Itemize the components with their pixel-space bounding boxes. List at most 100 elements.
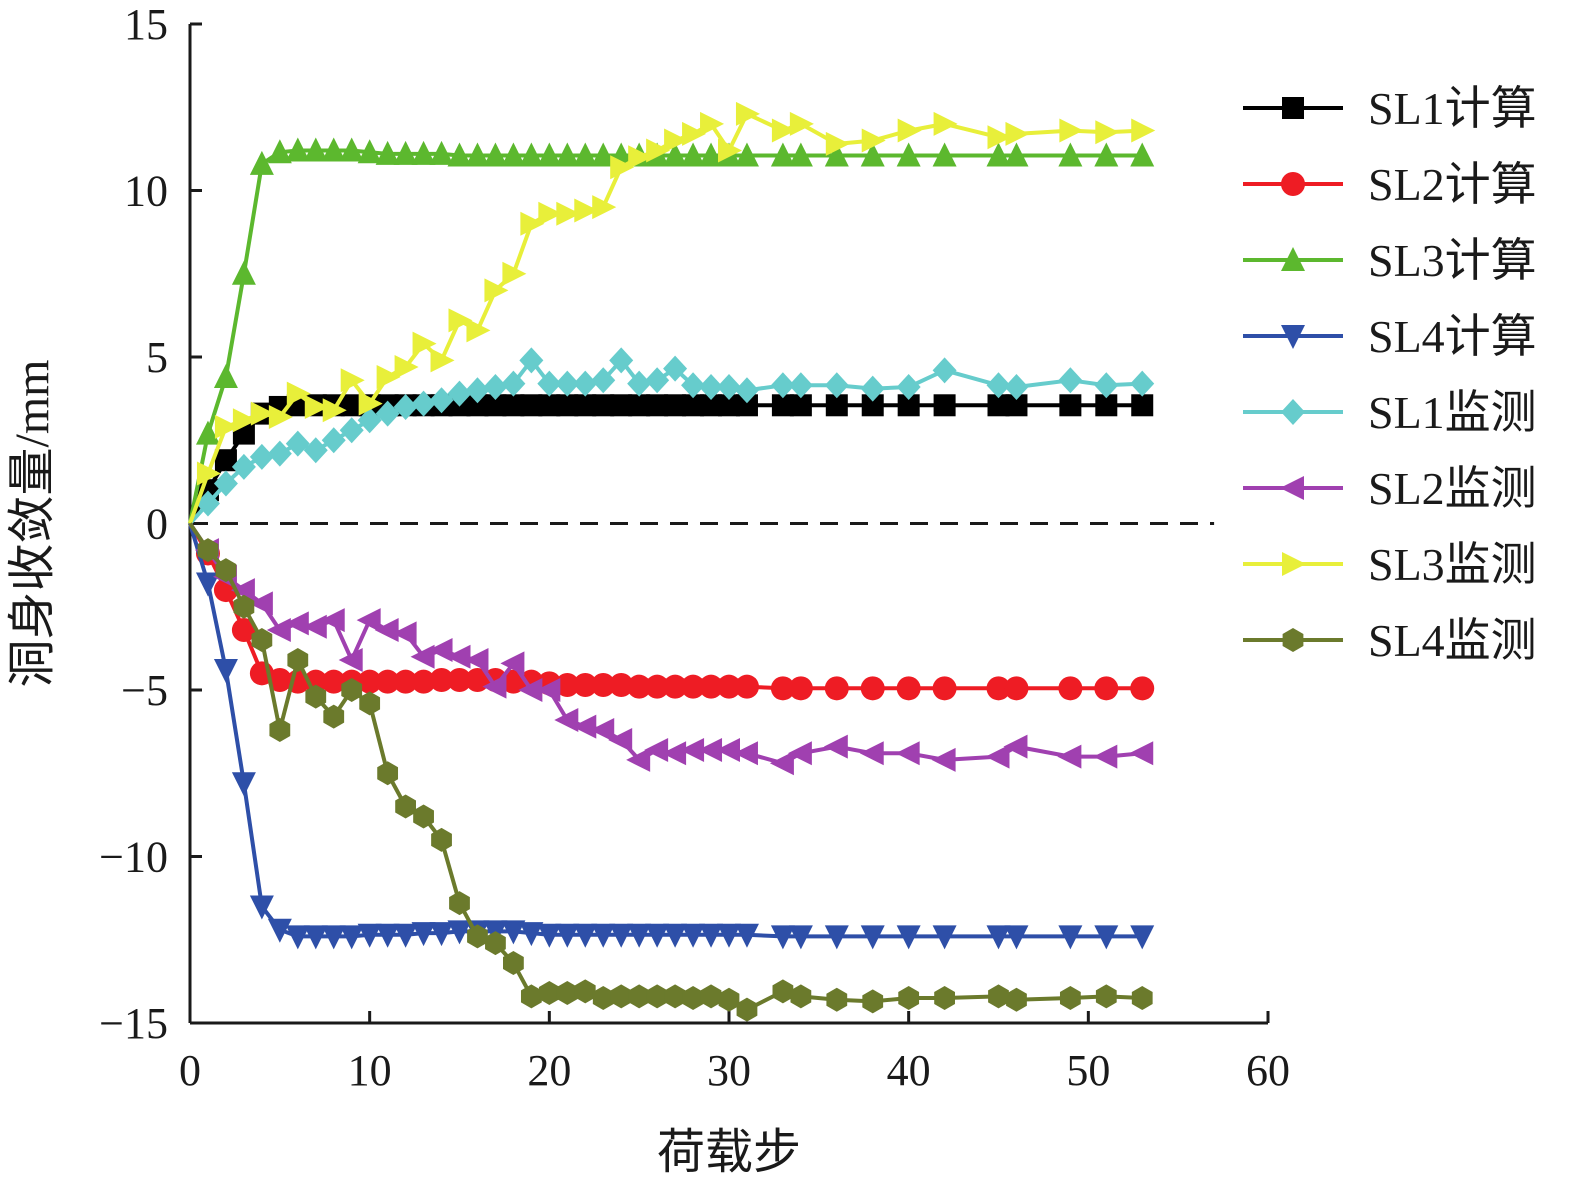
data-point: [338, 648, 363, 673]
data-point: [1059, 118, 1084, 143]
data-point: [465, 668, 490, 693]
data-point: [413, 804, 434, 829]
data-point: [1058, 367, 1083, 394]
data-point: [305, 684, 327, 709]
data-point: [197, 538, 219, 563]
data-point: [626, 747, 651, 772]
data-point: [501, 142, 526, 167]
data-point: [321, 137, 346, 162]
data-point: [1130, 925, 1155, 950]
legend-swatch-marker: [1280, 476, 1304, 500]
data-point: [734, 142, 759, 167]
data-point: [681, 142, 706, 167]
data-point: [717, 923, 741, 948]
data-point: [735, 101, 760, 126]
data-point: [394, 354, 419, 379]
series-line: [188, 111, 1143, 525]
data-point: [503, 951, 524, 976]
data-point: [195, 572, 220, 597]
data-point: [572, 714, 597, 739]
data-point: [536, 678, 561, 702]
data-point: [609, 347, 634, 374]
data-point: [573, 142, 598, 167]
data-point: [698, 737, 723, 762]
data-point: [1003, 734, 1028, 759]
data-point: [500, 651, 525, 676]
data-point: [195, 420, 220, 445]
data-point: [682, 394, 705, 417]
data-point: [574, 394, 597, 417]
data-point: [467, 924, 488, 949]
data-point: [1094, 676, 1119, 701]
y-tick-label: 5: [146, 333, 168, 382]
data-point: [233, 594, 255, 619]
data-point: [1004, 925, 1029, 950]
data-point: [699, 674, 724, 699]
data-point: [681, 674, 706, 699]
legend-label: SL1监测: [1368, 387, 1537, 438]
data-point: [502, 394, 525, 417]
x-tick-label: 0: [179, 1046, 201, 1095]
data-point: [374, 618, 399, 643]
data-point: [646, 394, 669, 417]
data-point: [484, 278, 509, 303]
data-point: [267, 139, 292, 164]
data-point: [464, 648, 489, 673]
series-line: [188, 522, 1143, 691]
legend-item: SL2计算: [1243, 159, 1537, 210]
data-point: [699, 923, 724, 948]
x-tick-label: 10: [348, 1046, 392, 1095]
data-point: [501, 370, 526, 397]
data-point: [1059, 394, 1082, 417]
data-point: [249, 443, 274, 470]
data-point: [789, 394, 812, 417]
y-axis-title: 洞身收敛量/mm: [6, 359, 59, 687]
data-point: [591, 923, 616, 948]
data-point: [429, 140, 454, 165]
data-point: [483, 373, 508, 400]
series-4: [188, 522, 1155, 950]
data-point: [231, 772, 256, 797]
data-point: [861, 128, 886, 153]
data-point: [592, 195, 617, 220]
x-tick-label: 20: [527, 1046, 571, 1095]
data-point: [663, 355, 688, 382]
x-tick-label: 50: [1066, 1046, 1110, 1095]
series-8: [188, 522, 1153, 1022]
data-point: [788, 676, 813, 701]
data-point: [770, 372, 795, 399]
series-line: [188, 403, 1143, 525]
data-point: [824, 925, 849, 950]
data-point: [359, 691, 381, 716]
data-point: [826, 987, 848, 1012]
data-point: [358, 391, 383, 416]
data-point: [323, 704, 345, 729]
data-point: [1058, 142, 1083, 167]
data-point: [663, 674, 688, 699]
data-point: [770, 142, 795, 167]
data-point: [501, 920, 526, 945]
legend-swatch-marker: [1282, 97, 1304, 119]
data-point: [213, 363, 238, 388]
legend-label: SL1计算: [1368, 83, 1537, 134]
data-point: [538, 394, 561, 417]
data-point: [429, 668, 454, 693]
tick-group: −15 −10 −5 0 5 10 15 0 10 20 30 40 50 60: [99, 0, 1290, 1095]
data-point: [375, 140, 400, 165]
data-point: [682, 986, 704, 1011]
data-point: [824, 142, 849, 167]
data-point: [357, 923, 382, 948]
data-point: [287, 648, 309, 673]
data-point: [986, 925, 1011, 950]
data-point: [825, 131, 850, 156]
data-point: [788, 142, 813, 167]
data-point: [357, 669, 382, 694]
data-point: [681, 372, 706, 399]
data-point: [825, 394, 848, 417]
legend-label: SL2计算: [1368, 159, 1537, 210]
data-point: [932, 357, 957, 384]
data-point: [769, 751, 794, 776]
data-point: [734, 923, 759, 948]
data-point: [411, 922, 436, 947]
data-point: [718, 987, 740, 1012]
